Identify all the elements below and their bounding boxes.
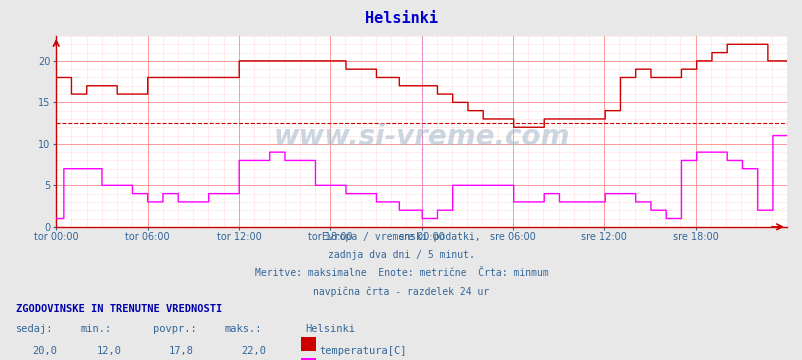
Text: povpr.:: povpr.: bbox=[152, 324, 196, 334]
Text: Helsinki: Helsinki bbox=[365, 11, 437, 26]
Text: Meritve: maksimalne  Enote: metrične  Črta: minmum: Meritve: maksimalne Enote: metrične Črta… bbox=[254, 268, 548, 278]
Text: Evropa / vremenski podatki,: Evropa / vremenski podatki, bbox=[322, 232, 480, 242]
Text: 20,0: 20,0 bbox=[32, 346, 57, 356]
Text: min.:: min.: bbox=[80, 324, 111, 334]
Text: ZGODOVINSKE IN TRENUTNE VREDNOSTI: ZGODOVINSKE IN TRENUTNE VREDNOSTI bbox=[16, 304, 222, 314]
Text: 12,0: 12,0 bbox=[96, 346, 121, 356]
Text: navpična črta - razdelek 24 ur: navpična črta - razdelek 24 ur bbox=[313, 286, 489, 297]
Text: www.si-vreme.com: www.si-vreme.com bbox=[273, 123, 569, 151]
Text: zadnja dva dni / 5 minut.: zadnja dva dni / 5 minut. bbox=[328, 250, 474, 260]
Text: 17,8: 17,8 bbox=[168, 346, 193, 356]
Text: sedaj:: sedaj: bbox=[16, 324, 54, 334]
Text: maks.:: maks.: bbox=[225, 324, 262, 334]
Text: Helsinki: Helsinki bbox=[305, 324, 354, 334]
Text: 22,0: 22,0 bbox=[241, 346, 265, 356]
Text: temperatura[C]: temperatura[C] bbox=[319, 346, 407, 356]
